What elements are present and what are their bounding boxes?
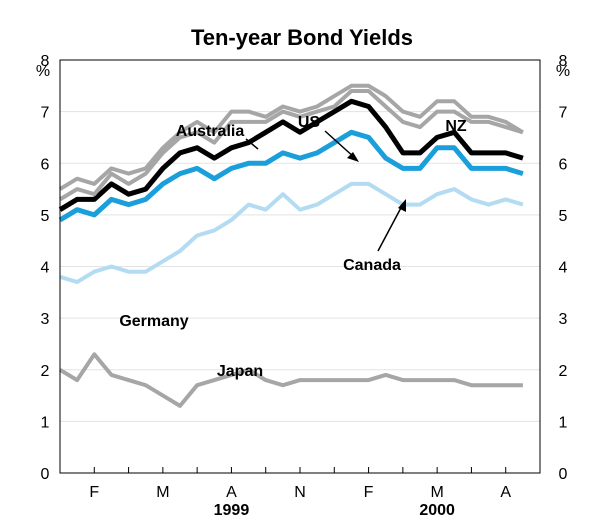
series-line-germany — [59, 181, 524, 284]
arrow-us — [324, 130, 356, 159]
left-axis-unit: % — [36, 63, 50, 80]
y-tick-label-right: 8 — [559, 53, 568, 70]
label-germany: Germany — [119, 313, 188, 330]
series-lines — [58, 83, 524, 408]
label-canada: Canada — [343, 257, 401, 274]
arrow-canada — [377, 203, 404, 252]
x-tick-label: F — [364, 484, 374, 501]
y-tick-label-right: 0 — [559, 466, 568, 483]
y-tick-label-left: 6 — [41, 156, 50, 173]
series-line-canada — [58, 129, 524, 223]
x-tick-label: A — [500, 484, 511, 501]
series-annotations: Australia US NZ Canada Germany Japan — [119, 114, 467, 380]
right-axis-unit: % — [556, 63, 570, 80]
arrow-australia — [245, 138, 259, 150]
y-tick-label-right: 5 — [559, 208, 568, 225]
y-tick-label-left: 2 — [41, 363, 50, 380]
y-tick-label-left: 7 — [41, 105, 50, 122]
series-line-australia — [58, 89, 524, 202]
label-nz: NZ — [445, 118, 467, 135]
label-japan: Japan — [217, 363, 263, 380]
x-tick-label: F — [89, 484, 99, 501]
year-label: 1999 — [214, 502, 250, 519]
label-us: US — [298, 114, 321, 131]
y-tick-label-left: 0 — [41, 466, 50, 483]
x-tick-label: M — [156, 484, 169, 501]
y-tick-label-right: 3 — [559, 311, 568, 328]
x-tick-label: A — [226, 484, 237, 501]
y-tick-label-left: 3 — [41, 311, 50, 328]
y-tick-label-left: 8 — [41, 53, 50, 70]
y-tick-label-left: 5 — [41, 208, 50, 225]
left-y-ticks: 0 1 2 3 4 5 6 7 8 — [41, 53, 50, 483]
right-y-ticks: 0 1 2 3 4 5 6 7 8 — [559, 53, 568, 483]
y-tick-label-right: 6 — [559, 156, 568, 173]
x-tick-label: M — [430, 484, 443, 501]
y-tick-label-right: 1 — [559, 414, 568, 431]
arrowhead-canada — [398, 199, 406, 212]
label-australia: Australia — [176, 123, 245, 140]
y-tick-label-right: 4 — [559, 260, 568, 277]
series-line-nz — [58, 83, 524, 191]
y-tick-label-right: 2 — [559, 363, 568, 380]
series-line-japan — [58, 352, 523, 408]
series-line-us — [58, 98, 524, 212]
arrowhead-us — [347, 152, 359, 162]
y-tick-label-left: 1 — [41, 414, 50, 431]
year-label: 2000 — [419, 502, 455, 519]
chart-title: Ten-year Bond Yields — [191, 25, 413, 50]
year-labels: 1999 2000 — [214, 502, 455, 519]
x-tick-label: N — [294, 484, 306, 501]
y-tick-label-right: 7 — [559, 105, 568, 122]
y-tick-label-left: 4 — [41, 260, 50, 277]
